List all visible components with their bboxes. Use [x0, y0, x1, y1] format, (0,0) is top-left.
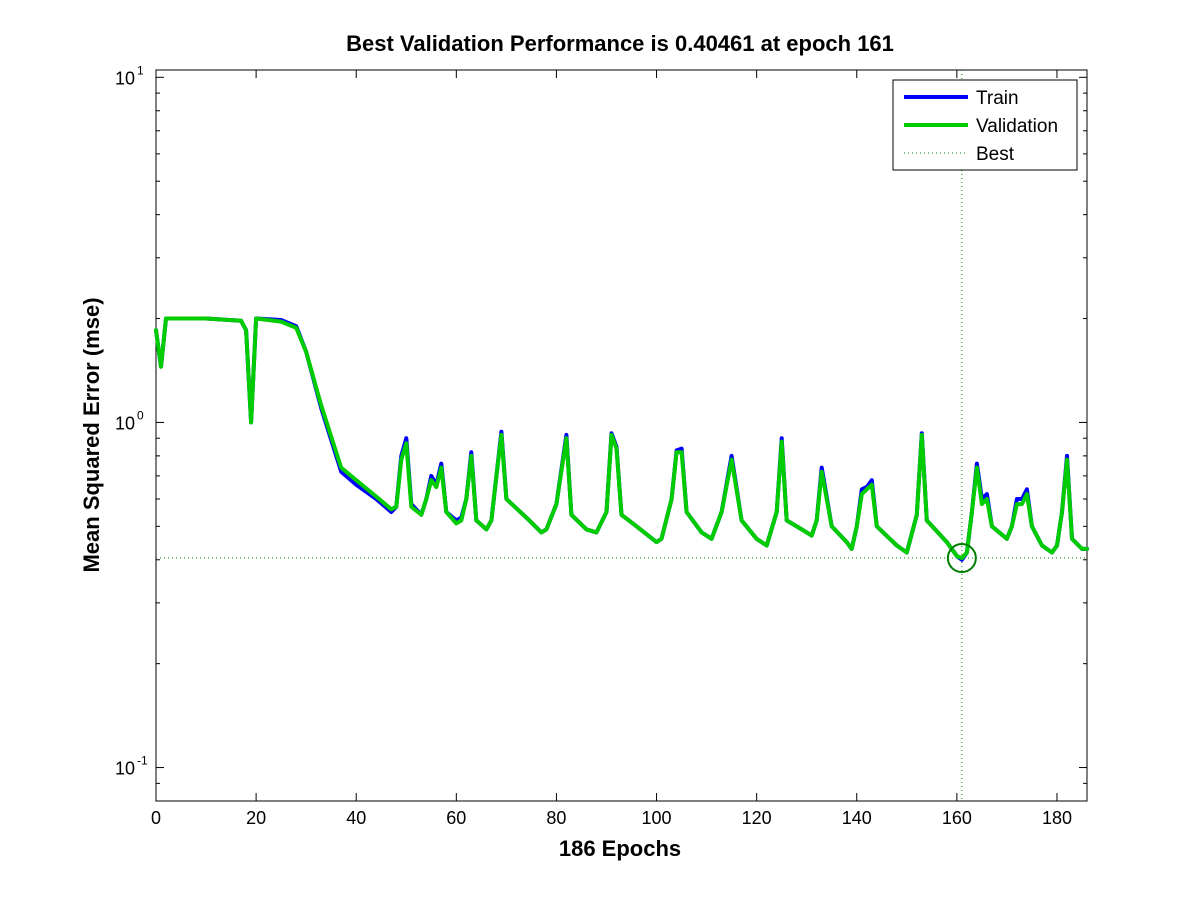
legend-label-best: Best	[976, 144, 1015, 165]
y-tick-exponent: 0	[137, 408, 144, 422]
x-tick-label: 80	[546, 808, 566, 828]
y-tick-label: 10	[115, 759, 135, 779]
x-tick-label: 160	[942, 808, 972, 828]
x-tick-label: 0	[151, 808, 161, 828]
series-lines	[154, 316, 1089, 562]
legend-label-train: Train	[976, 88, 1019, 109]
x-tick-label: 100	[642, 808, 672, 828]
y-tick-label: 10	[115, 68, 135, 88]
y-tick-exponent: 1	[137, 63, 144, 77]
best-marker-circle	[946, 543, 977, 574]
legend: Train Validation Best	[892, 79, 1078, 171]
x-tick-label: 140	[842, 808, 872, 828]
legend-label-validation: Validation	[976, 116, 1058, 137]
x-tick-label: 120	[742, 808, 772, 828]
y-tick-label: 10	[115, 413, 135, 433]
chart-title: Best Validation Performance is 0.40461 a…	[346, 31, 894, 56]
x-tick-label: 40	[346, 808, 366, 828]
x-tick-label: 180	[1042, 808, 1072, 828]
plot-area	[155, 69, 1088, 802]
series-line-validation	[154, 316, 1089, 561]
y-axis-label: Mean Squared Error (mse)	[79, 297, 104, 572]
x-axis-label: 186 Epochs	[559, 836, 681, 861]
x-tick-label: 60	[446, 808, 466, 828]
x-tick-label: 20	[246, 808, 266, 828]
y-tick-exponent: -1	[137, 754, 148, 768]
